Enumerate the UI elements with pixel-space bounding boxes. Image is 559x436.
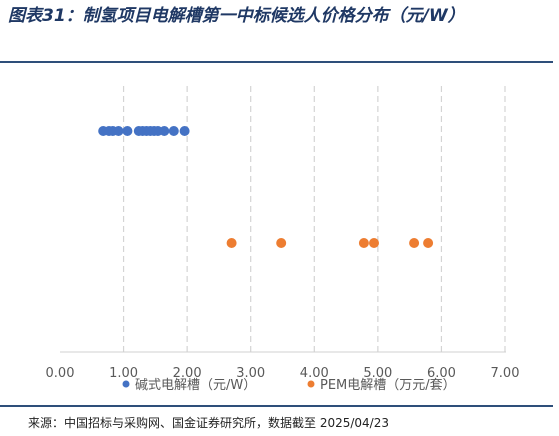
chart-title: 图表31：制氢项目电解槽第一中标候选人价格分布（元/W） <box>8 6 465 26</box>
x-tick-label: 6.00 <box>427 366 456 381</box>
x-tick-label: 7.00 <box>491 366 520 381</box>
data-point-series-1 <box>122 126 133 136</box>
grid-lines <box>122 86 506 352</box>
data-point-series-2 <box>409 238 420 248</box>
x-tick-label: 4.00 <box>300 366 329 381</box>
scatter-chart: 0.00 1.00 2.00 3.00 4.00 5.00 6.00 7.00 碱式电解槽（元… <box>46 86 520 393</box>
data-point-series-2 <box>276 238 287 248</box>
x-tick-label: 0.00 <box>46 366 75 381</box>
data-points <box>98 126 434 248</box>
title-divider <box>0 61 553 63</box>
x-tick-label: 5.00 <box>363 366 392 381</box>
legend-label-1: 碱式电解槽（元/W） <box>135 378 256 393</box>
x-tick-labels: 0.00 1.00 2.00 3.00 4.00 5.00 6.00 7.00 <box>46 366 520 381</box>
data-point-series-2 <box>369 238 379 248</box>
x-tick-label: 2.00 <box>173 366 202 381</box>
data-point-series-2 <box>423 238 434 248</box>
x-tick-label: 1.00 <box>109 366 138 381</box>
legend-label-2: PEM电解槽（万元/套） <box>320 377 456 393</box>
legend-marker-2 <box>307 380 315 388</box>
data-point-series-1 <box>168 126 179 136</box>
legend: 碱式电解槽（元/W） PEM电解槽（万元/套） <box>122 377 456 393</box>
data-point-series-1 <box>113 126 124 136</box>
data-point-series-2 <box>226 238 237 248</box>
footer-divider <box>0 405 553 407</box>
x-tick-label: 3.00 <box>236 366 265 381</box>
data-point-series-2 <box>358 238 369 248</box>
source-note: 来源：中国招标与采购网、国金证券研究所，数据截至 2025/04/23 <box>28 416 389 430</box>
legend-marker-1 <box>122 380 130 388</box>
data-point-series-1 <box>179 126 190 136</box>
data-point-series-1 <box>159 126 170 136</box>
